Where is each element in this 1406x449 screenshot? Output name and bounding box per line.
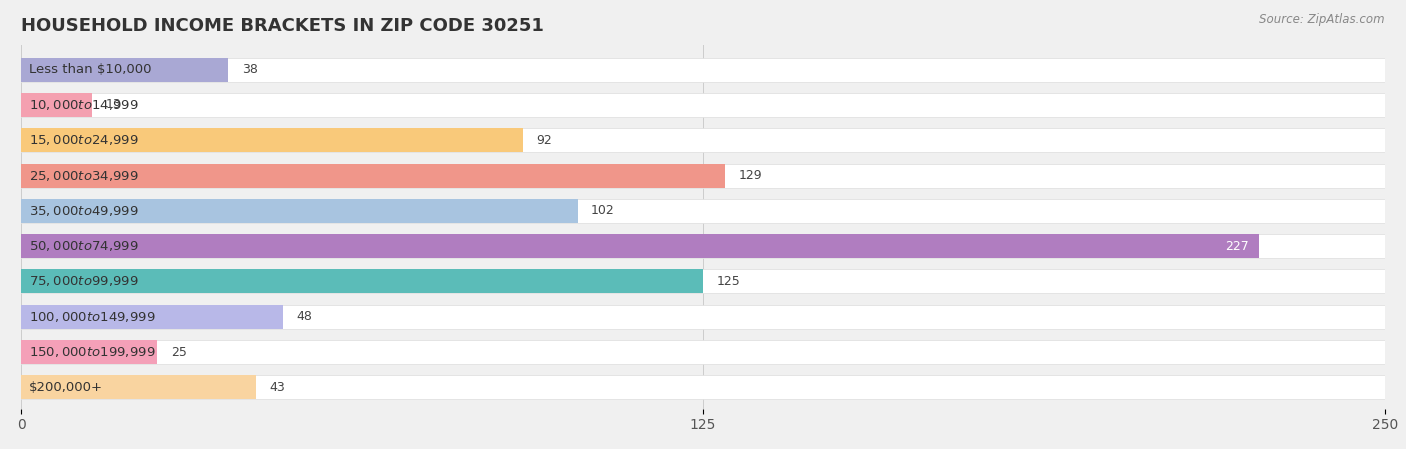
- Text: 25: 25: [172, 346, 187, 359]
- Text: 13: 13: [105, 98, 121, 111]
- Text: 227: 227: [1225, 240, 1249, 253]
- Bar: [21, 375, 1385, 400]
- Bar: [21, 128, 1385, 152]
- Bar: [21, 128, 523, 152]
- Bar: [21, 199, 578, 223]
- Text: $75,000 to $99,999: $75,000 to $99,999: [30, 274, 139, 288]
- Text: 129: 129: [738, 169, 762, 182]
- Bar: [21, 269, 1385, 294]
- Bar: [21, 57, 1385, 82]
- Text: $25,000 to $34,999: $25,000 to $34,999: [30, 168, 139, 183]
- Bar: [21, 93, 91, 117]
- Text: HOUSEHOLD INCOME BRACKETS IN ZIP CODE 30251: HOUSEHOLD INCOME BRACKETS IN ZIP CODE 30…: [21, 17, 544, 35]
- Bar: [21, 234, 1260, 258]
- Bar: [21, 305, 283, 329]
- Text: $35,000 to $49,999: $35,000 to $49,999: [30, 204, 139, 218]
- Text: 48: 48: [297, 310, 312, 323]
- Bar: [21, 340, 1385, 364]
- Bar: [21, 57, 228, 82]
- Text: 38: 38: [242, 63, 257, 76]
- Bar: [21, 305, 1385, 329]
- Bar: [21, 269, 703, 294]
- Text: $100,000 to $149,999: $100,000 to $149,999: [30, 310, 156, 324]
- Text: $10,000 to $14,999: $10,000 to $14,999: [30, 98, 139, 112]
- Bar: [21, 93, 1385, 117]
- Text: 125: 125: [717, 275, 741, 288]
- Text: $50,000 to $74,999: $50,000 to $74,999: [30, 239, 139, 253]
- Bar: [21, 375, 256, 400]
- Bar: [21, 163, 725, 188]
- Text: $200,000+: $200,000+: [30, 381, 103, 394]
- Bar: [21, 234, 1385, 258]
- Text: 43: 43: [270, 381, 285, 394]
- Bar: [21, 163, 1385, 188]
- Text: 92: 92: [537, 134, 553, 147]
- Text: $150,000 to $199,999: $150,000 to $199,999: [30, 345, 156, 359]
- Text: Less than $10,000: Less than $10,000: [30, 63, 152, 76]
- Bar: [21, 199, 1385, 223]
- Text: 102: 102: [591, 204, 614, 217]
- Text: Source: ZipAtlas.com: Source: ZipAtlas.com: [1260, 13, 1385, 26]
- Text: $15,000 to $24,999: $15,000 to $24,999: [30, 133, 139, 147]
- Bar: [21, 340, 157, 364]
